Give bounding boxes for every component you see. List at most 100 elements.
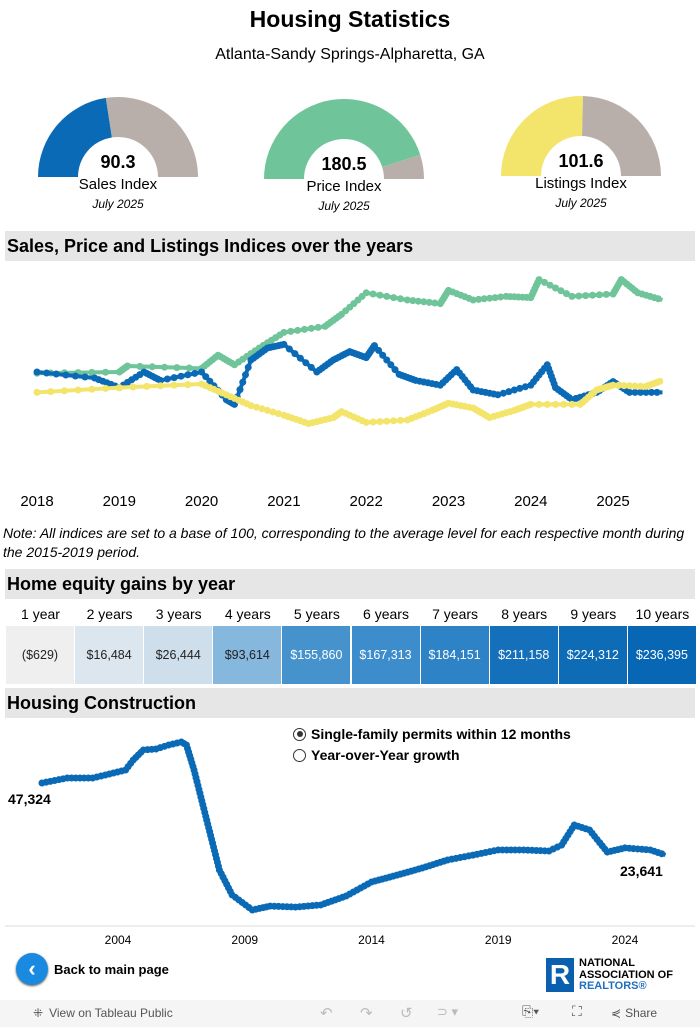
share-label: Share <box>625 1006 658 1020</box>
data-point <box>376 418 384 426</box>
data-point <box>241 371 249 379</box>
radio-label: Single-family permits within 12 months <box>311 726 571 742</box>
data-point <box>252 403 260 411</box>
realtor-r-icon: R <box>546 958 574 992</box>
data-point <box>609 381 617 389</box>
data-point <box>102 384 110 392</box>
undo-icon[interactable]: ↶ <box>320 1005 333 1022</box>
data-point <box>387 361 395 369</box>
gauge-date: July 2025 <box>555 196 607 210</box>
data-point <box>499 389 507 397</box>
data-point <box>653 388 661 396</box>
radio-yoy-growth[interactable]: Year-over-Year growth <box>293 747 460 763</box>
x-tick-label: 2014 <box>358 933 385 947</box>
data-point <box>510 386 518 394</box>
data-point <box>88 368 96 376</box>
data-point <box>307 363 315 371</box>
logo-line: REALTORS® <box>579 980 647 992</box>
data-point <box>124 362 132 370</box>
equity-year-header: 6 years <box>363 606 409 622</box>
radio-selected-icon[interactable] <box>293 727 306 741</box>
view-on-tableau-link[interactable]: ⁜ View on Tableau Public <box>33 1006 173 1020</box>
data-point <box>414 297 422 305</box>
radio-unselected-icon[interactable] <box>293 748 306 762</box>
share-button[interactable]: ⋞ Share <box>611 1006 657 1020</box>
equity-section-header: Home equity gains by year <box>5 569 695 599</box>
data-point <box>383 417 391 425</box>
equity-value-cell: $93,614 <box>213 626 282 684</box>
data-point <box>396 295 404 303</box>
data-point <box>258 405 266 413</box>
data-point <box>302 359 310 367</box>
data-point <box>170 374 178 382</box>
data-point <box>47 388 55 396</box>
logo-line: NATIONAL <box>579 957 636 969</box>
data-point <box>115 384 123 392</box>
data-point <box>631 382 639 390</box>
equity-value-cell: $167,313 <box>351 626 420 684</box>
data-point <box>74 386 82 394</box>
gauge-arc <box>264 98 424 179</box>
tableau-icon: ⁜ <box>33 1006 44 1020</box>
data-point <box>575 292 583 300</box>
x-tick-label: 2019 <box>102 493 136 510</box>
data-point <box>568 400 576 408</box>
gauge-arc <box>501 96 661 176</box>
equity-value-cell: $26,444 <box>144 626 213 684</box>
x-tick-label: 2021 <box>267 493 301 510</box>
x-tick-label: 2024 <box>611 933 639 947</box>
price-gauge: 180.5 Price Index July 2025 <box>259 94 429 229</box>
data-point <box>156 376 164 384</box>
data-point <box>314 323 322 331</box>
data-point <box>491 294 499 302</box>
gauge-date: July 2025 <box>92 197 144 211</box>
data-point <box>185 364 193 372</box>
data-point <box>202 373 210 381</box>
data-point <box>494 391 502 399</box>
back-chevron-icon: ‹ <box>16 953 48 985</box>
data-point <box>568 292 576 300</box>
data-point <box>370 342 378 350</box>
x-tick-label: 2019 <box>484 933 512 947</box>
last-value-label: 23,641 <box>620 863 663 879</box>
logo-line: ASSOCIATION OF <box>579 968 673 981</box>
radio-single-family-permits[interactable]: Single-family permits within 12 months <box>293 726 571 742</box>
data-point <box>560 400 568 408</box>
equity-value-cell: $224,312 <box>558 626 627 684</box>
data-point <box>294 326 302 334</box>
data-point <box>557 287 565 295</box>
data-point <box>516 384 524 392</box>
share-icon: ⋞ <box>611 1006 622 1020</box>
data-point <box>369 290 377 298</box>
data-point <box>527 400 535 408</box>
equity-year-header: 8 years <box>501 606 548 622</box>
redo-icon[interactable]: ↷ <box>360 1005 373 1022</box>
equity-value-cell: $184,151 <box>420 626 489 684</box>
data-point <box>156 382 164 390</box>
data-point <box>52 370 60 378</box>
refresh-icon[interactable]: ⊃ ▾ <box>437 1004 459 1019</box>
data-point <box>383 292 391 300</box>
first-value-label: 47,324 <box>8 791 51 807</box>
data-point <box>177 372 185 380</box>
data-point <box>136 362 144 370</box>
data-point <box>184 371 192 379</box>
view-label: View on Tableau Public <box>49 1006 173 1020</box>
download-icon[interactable]: ⎘▾ <box>522 1003 540 1019</box>
fullscreen-icon[interactable]: ⛶ <box>572 1003 582 1019</box>
back-label: Back to main page <box>54 961 169 977</box>
back-to-main-button[interactable]: ‹ Back to main page <box>16 953 169 985</box>
data-point <box>469 296 477 304</box>
data-point <box>521 383 529 391</box>
data-point <box>33 388 41 396</box>
construction-section-header: Housing Construction <box>5 688 695 718</box>
data-point <box>287 327 295 335</box>
page-subtitle: Atlanta-Sandy Springs-Alpharetta, GA <box>215 46 485 63</box>
revert-icon[interactable]: ↺ <box>400 1005 413 1022</box>
data-point <box>148 363 156 371</box>
data-point <box>291 350 299 358</box>
data-point <box>244 363 252 371</box>
data-point <box>170 381 178 389</box>
x-tick-label: 2023 <box>431 493 466 510</box>
data-point <box>163 375 171 383</box>
